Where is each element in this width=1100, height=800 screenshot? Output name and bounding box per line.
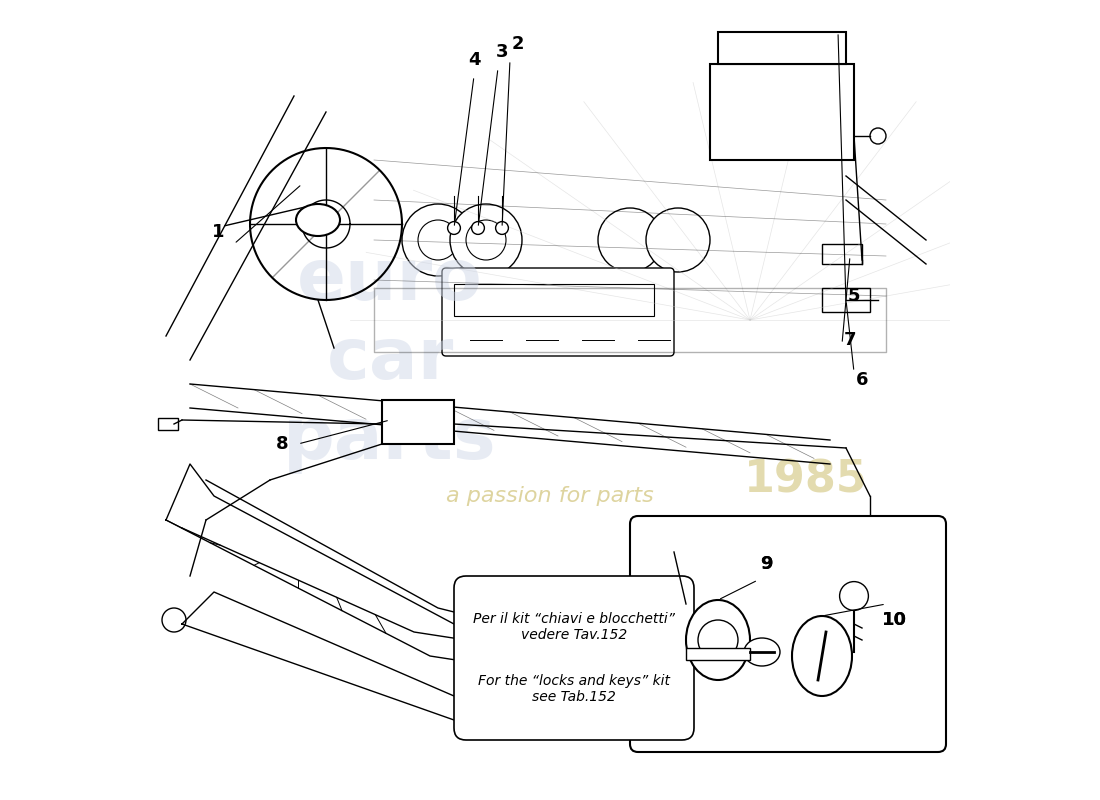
Text: 10: 10 bbox=[881, 611, 906, 629]
Text: For the “locks and keys” kit
see Tab.152: For the “locks and keys” kit see Tab.152 bbox=[478, 674, 670, 704]
Bar bbox=[710, 64, 854, 160]
Text: 4: 4 bbox=[468, 51, 481, 69]
Circle shape bbox=[418, 220, 458, 260]
Text: 9: 9 bbox=[760, 555, 772, 573]
FancyBboxPatch shape bbox=[454, 576, 694, 740]
Bar bbox=[822, 288, 870, 312]
Circle shape bbox=[549, 698, 568, 718]
Text: euro
car
parts: euro car parts bbox=[283, 246, 497, 474]
Circle shape bbox=[450, 204, 522, 276]
Circle shape bbox=[402, 204, 474, 276]
Bar bbox=[382, 400, 454, 444]
Circle shape bbox=[870, 128, 886, 144]
Text: Per il kit “chiavi e blocchetti”
vedere Tav.152: Per il kit “chiavi e blocchetti” vedere … bbox=[473, 612, 675, 642]
Circle shape bbox=[496, 222, 508, 234]
Bar bbox=[158, 418, 178, 430]
Ellipse shape bbox=[686, 600, 750, 680]
Circle shape bbox=[646, 208, 710, 272]
Text: a passion for parts: a passion for parts bbox=[447, 486, 653, 506]
Bar bbox=[686, 648, 750, 660]
Ellipse shape bbox=[792, 616, 852, 696]
Text: 6: 6 bbox=[856, 371, 868, 389]
Circle shape bbox=[839, 582, 868, 610]
FancyBboxPatch shape bbox=[630, 516, 946, 752]
Text: 8: 8 bbox=[276, 435, 288, 453]
Text: 9: 9 bbox=[760, 555, 772, 573]
Text: 3: 3 bbox=[496, 43, 508, 61]
Bar bbox=[822, 244, 862, 264]
Circle shape bbox=[698, 620, 738, 660]
Circle shape bbox=[466, 220, 506, 260]
Ellipse shape bbox=[296, 204, 340, 236]
Bar bbox=[454, 284, 654, 316]
Circle shape bbox=[598, 208, 662, 272]
Circle shape bbox=[448, 222, 461, 234]
Text: 2: 2 bbox=[512, 35, 525, 53]
FancyBboxPatch shape bbox=[442, 268, 674, 356]
Circle shape bbox=[472, 222, 484, 234]
Text: 5: 5 bbox=[848, 287, 860, 305]
Ellipse shape bbox=[744, 638, 780, 666]
Text: 7: 7 bbox=[844, 331, 856, 349]
Circle shape bbox=[162, 608, 186, 632]
Text: 1: 1 bbox=[211, 223, 224, 241]
Bar bbox=[718, 32, 846, 64]
Text: 1985: 1985 bbox=[744, 458, 868, 502]
Text: 10: 10 bbox=[881, 611, 906, 629]
